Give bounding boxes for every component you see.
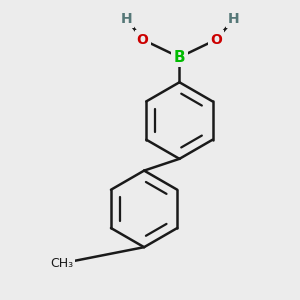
Text: CH₃: CH₃ [50, 257, 73, 270]
Text: O: O [137, 33, 148, 46]
Text: O: O [210, 33, 222, 46]
Text: B: B [174, 50, 185, 65]
Text: H: H [121, 12, 132, 26]
Text: H: H [228, 12, 240, 26]
